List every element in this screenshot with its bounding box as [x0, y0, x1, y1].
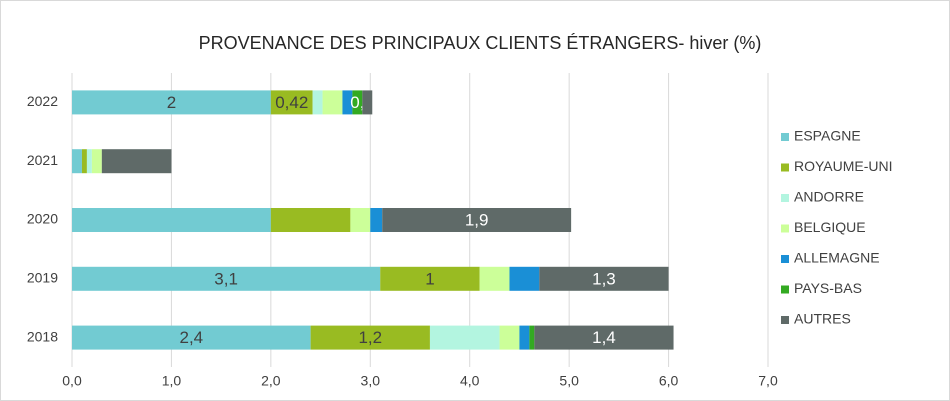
- bar-segment: [101, 149, 172, 174]
- x-tick-label: 3,0: [361, 373, 381, 389]
- x-tick-label: 1,0: [162, 373, 182, 389]
- legend-swatch: [781, 133, 789, 141]
- bar-segment: [312, 90, 323, 115]
- value-label: 1,3: [592, 269, 616, 288]
- value-label: 2: [167, 93, 176, 112]
- legend-swatch: [781, 194, 789, 202]
- bar-segment: [429, 325, 500, 350]
- bar-segment: [72, 208, 271, 232]
- legend-swatch: [781, 285, 789, 294]
- bar-segment: [534, 325, 674, 350]
- y-tick-label: 2022: [27, 93, 58, 109]
- bar-segment: [322, 90, 343, 115]
- bar-segment: [350, 208, 371, 232]
- bar-segment: [72, 149, 82, 174]
- x-tick-label: 6,0: [659, 373, 679, 389]
- y-tick-label: 2018: [27, 328, 58, 344]
- bar-segment: [380, 266, 480, 291]
- legend-label: BELGIQUE: [794, 219, 866, 235]
- legend-label: ROYAUME-UNI: [794, 158, 893, 174]
- bar-segment: [270, 208, 351, 232]
- x-tick-label: 2,0: [261, 373, 281, 389]
- x-tick-label: 5,0: [559, 373, 579, 389]
- bar-segment: [519, 325, 530, 350]
- bar-segment: [509, 266, 540, 291]
- value-label: 3,1: [214, 269, 238, 288]
- bar-segment: [81, 149, 87, 174]
- bar-segment: [370, 208, 383, 232]
- legend-swatch: [781, 224, 789, 233]
- legend-swatch: [781, 163, 789, 172]
- value-label: 1,2: [358, 328, 382, 347]
- bar-segment: [72, 90, 271, 115]
- value-label: 1: [425, 269, 434, 288]
- legend-label: PAYS-BAS: [794, 280, 862, 296]
- y-tick-label: 2020: [27, 211, 58, 227]
- value-label: 1,9: [465, 210, 489, 229]
- bar-segment: [342, 90, 353, 115]
- legend-label: ANDORRE: [794, 189, 864, 205]
- bar-segment: [382, 208, 572, 232]
- bar-segment: [529, 325, 535, 350]
- bar-segment: [479, 266, 510, 291]
- bar-segment: [270, 90, 313, 115]
- bar-segment: [499, 325, 520, 350]
- value-label: 0,: [350, 93, 364, 112]
- x-tick-label: 7,0: [758, 373, 778, 389]
- x-tick-label: 0,0: [62, 373, 82, 389]
- value-label: 1,4: [592, 328, 616, 347]
- y-tick-label: 2019: [27, 270, 58, 286]
- legend-swatch: [781, 316, 789, 324]
- legend-label: ESPAGNE: [794, 128, 861, 144]
- bar-segment: [362, 90, 373, 115]
- legend-swatch: [781, 255, 789, 263]
- legend-label: AUTRES: [794, 311, 851, 327]
- bar-segment: [86, 149, 92, 174]
- legend-label: ALLEMAGNE: [794, 250, 880, 266]
- chart-title: PROVENANCE DES PRINCIPAUX CLIENTS ÉTRANG…: [199, 33, 762, 53]
- bar-segment: [72, 266, 381, 291]
- bar-segment: [352, 90, 363, 115]
- bar-segment: [91, 149, 102, 174]
- bar-segment: [310, 325, 430, 350]
- bar-segment: [539, 266, 669, 291]
- y-tick-label: 2021: [27, 152, 58, 168]
- value-label: 2,4: [179, 328, 203, 347]
- bar-segment: [72, 325, 311, 350]
- x-tick-label: 4,0: [460, 373, 480, 389]
- value-label: 0,42: [275, 93, 308, 112]
